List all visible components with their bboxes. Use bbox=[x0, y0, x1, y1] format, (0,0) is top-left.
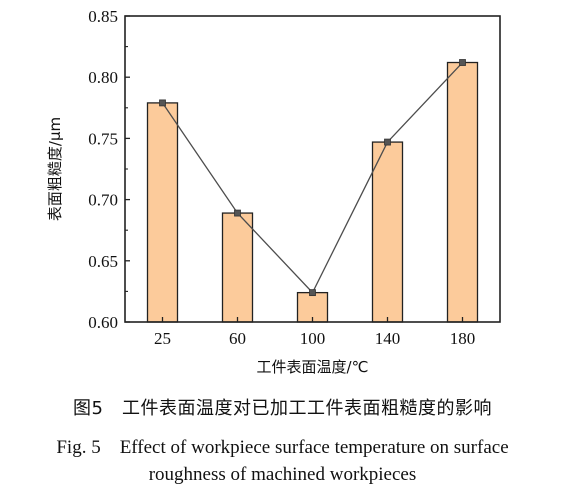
point-marker-100 bbox=[309, 289, 316, 297]
y-tick-label: 0.60 bbox=[88, 313, 118, 332]
x-axis-title: 工件表面温度/℃ bbox=[257, 358, 369, 376]
figure-caption-english-line2: roughness of machined workpieces bbox=[148, 464, 417, 485]
y-tick-label: 0.70 bbox=[88, 191, 118, 210]
x-tick-label: 180 bbox=[450, 329, 476, 348]
y-tick-label: 0.65 bbox=[88, 252, 118, 271]
plot-frame bbox=[124, 15, 501, 323]
chart: 0.60 0.65 0.70 0.75 0.80 0.85 25 60 100 140 180 工… bbox=[46, 7, 501, 376]
x-tick-label: 60 bbox=[229, 329, 246, 348]
bars-layer bbox=[146, 61, 479, 323]
bar-140 bbox=[371, 141, 404, 323]
line-layer bbox=[159, 59, 466, 297]
x-tick-label: 140 bbox=[375, 329, 401, 348]
series-line bbox=[161, 62, 463, 294]
y-tick-label: 0.75 bbox=[88, 129, 118, 148]
y-tick-label: 0.85 bbox=[88, 7, 118, 26]
chart-svg: 0.60 0.65 0.70 0.75 0.80 0.85 25 60 100 140 180 工… bbox=[46, 7, 501, 376]
bar-180 bbox=[446, 61, 479, 323]
bar-25 bbox=[146, 102, 179, 323]
x-tick-label: 100 bbox=[300, 329, 326, 348]
point-marker-180 bbox=[459, 59, 466, 66]
x-axis: 25 60 100 140 180 bbox=[154, 317, 475, 348]
point-marker-140 bbox=[384, 138, 391, 146]
figure-caption-english-line1: Fig. 5 Effect of workpiece surface tempe… bbox=[56, 437, 509, 458]
figure-caption-chinese: 图5 工件表面温度对已加工工件表面粗糙度的影响 bbox=[73, 398, 492, 419]
point-marker-60 bbox=[234, 209, 241, 217]
point-marker-25 bbox=[159, 99, 166, 107]
y-axis: 0.60 0.65 0.70 0.75 0.80 0.85 bbox=[88, 7, 130, 332]
bar-60 bbox=[221, 212, 254, 323]
y-tick-label: 0.80 bbox=[88, 68, 118, 87]
y-axis-title: 表面粗糙度/μm bbox=[46, 117, 64, 221]
x-tick-label: 25 bbox=[154, 329, 171, 348]
